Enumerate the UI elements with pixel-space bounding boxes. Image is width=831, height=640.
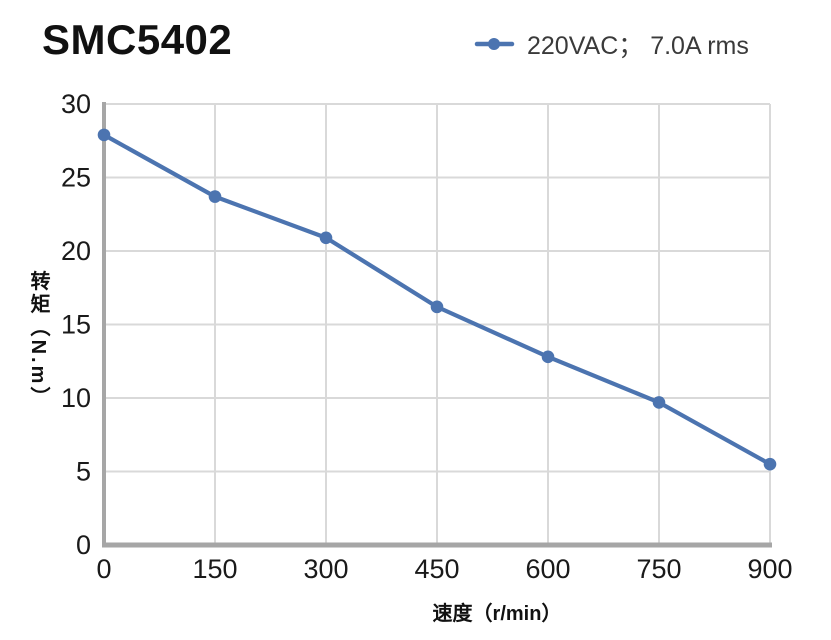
x-tick-label: 750 [636,554,681,584]
x-tick-label: 0 [96,554,111,584]
y-tick-label: 30 [61,89,91,119]
data-point [319,231,333,245]
legend-line-marker-icon [474,38,515,50]
data-point [97,128,111,142]
data-point [541,350,555,364]
legend: 220VAC； 7.0A rms [474,26,749,62]
y-tick-label: 10 [61,383,91,413]
y-tick-label: 15 [61,310,91,340]
y-axis-title: 转矩（N.m） [27,270,49,410]
x-tick-label: 300 [303,554,348,584]
y-tick-label: 25 [61,163,91,193]
y-tick-label: 5 [76,457,91,487]
x-tick-label: 900 [747,554,792,584]
chart-title: SMC5402 [42,16,233,63]
data-point [208,190,222,203]
x-axis-title: 速度（r/min） [432,603,562,625]
data-point [430,300,444,314]
y-tick-label: 0 [76,530,91,560]
x-tick-label: 450 [414,554,459,584]
data-point [763,457,777,471]
legend-series-label: 220VAC； 7.0A rms [527,32,749,60]
data-point [652,396,666,409]
y-tick-label: 20 [61,236,91,266]
x-tick-label: 600 [525,554,570,584]
x-tick-label: 150 [192,554,237,584]
